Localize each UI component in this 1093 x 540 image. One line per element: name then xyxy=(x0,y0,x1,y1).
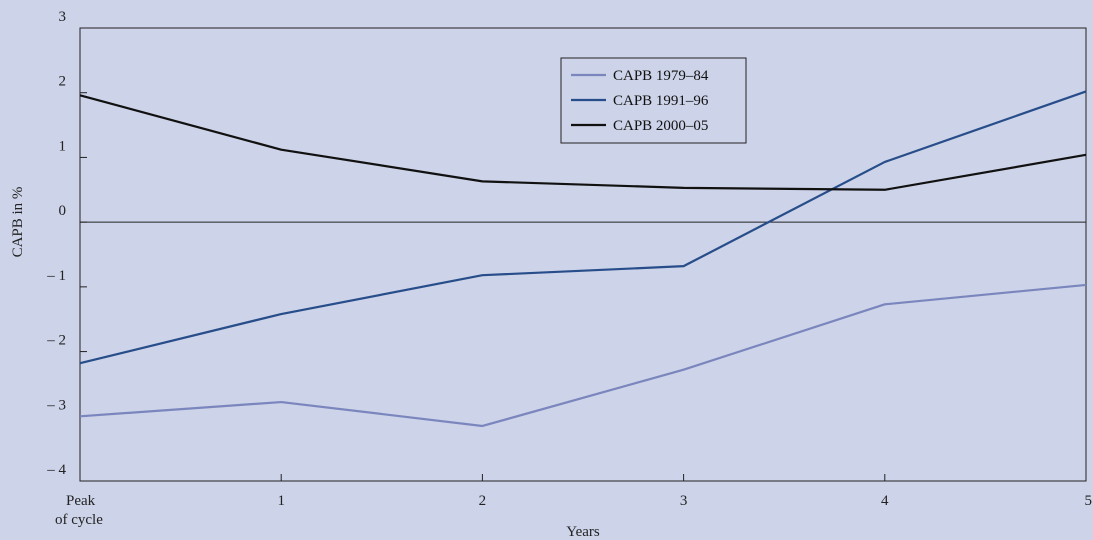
y-axis: 3 2 1 0 – 1 – 2 – 3 – 4 xyxy=(46,9,87,482)
x-tick-label: 3 xyxy=(680,493,688,509)
series-layer xyxy=(79,90,1087,428)
y-tick-label: – 2 xyxy=(46,333,66,349)
x-tick-label: 4 xyxy=(881,493,889,509)
series-line-1 xyxy=(79,283,1087,428)
legend-label: CAPB 2000–05 xyxy=(613,118,708,134)
series-line-2 xyxy=(79,90,1087,365)
legend: CAPB 1979–84 CAPB 1991–96 CAPB 2000–05 xyxy=(560,57,747,144)
x-tick-label: 2 xyxy=(479,493,487,509)
y-tick-label: 1 xyxy=(59,138,67,154)
y-tick-label: – 1 xyxy=(46,268,66,284)
legend-label: CAPB 1991–96 xyxy=(613,93,709,109)
x-axis-title: Years xyxy=(566,524,600,540)
plot-frame xyxy=(79,27,1087,482)
y-tick-label: 0 xyxy=(59,203,67,219)
y-axis-title: CAPB in % xyxy=(10,187,26,258)
x-tick-label: 1 xyxy=(277,493,285,509)
y-tick-label: 2 xyxy=(59,74,67,90)
y-tick-label: – 3 xyxy=(46,397,66,413)
x-tick-label: Peak of cycle xyxy=(55,493,103,528)
x-axis: Peak of cycle 1 2 3 4 5 xyxy=(55,474,1092,528)
y-tick-label: – 4 xyxy=(46,462,66,478)
x-tick-label: 5 xyxy=(1085,493,1093,509)
y-tick-label: 3 xyxy=(59,9,67,25)
legend-label: CAPB 1979–84 xyxy=(613,68,709,84)
series-line-3 xyxy=(79,94,1087,191)
